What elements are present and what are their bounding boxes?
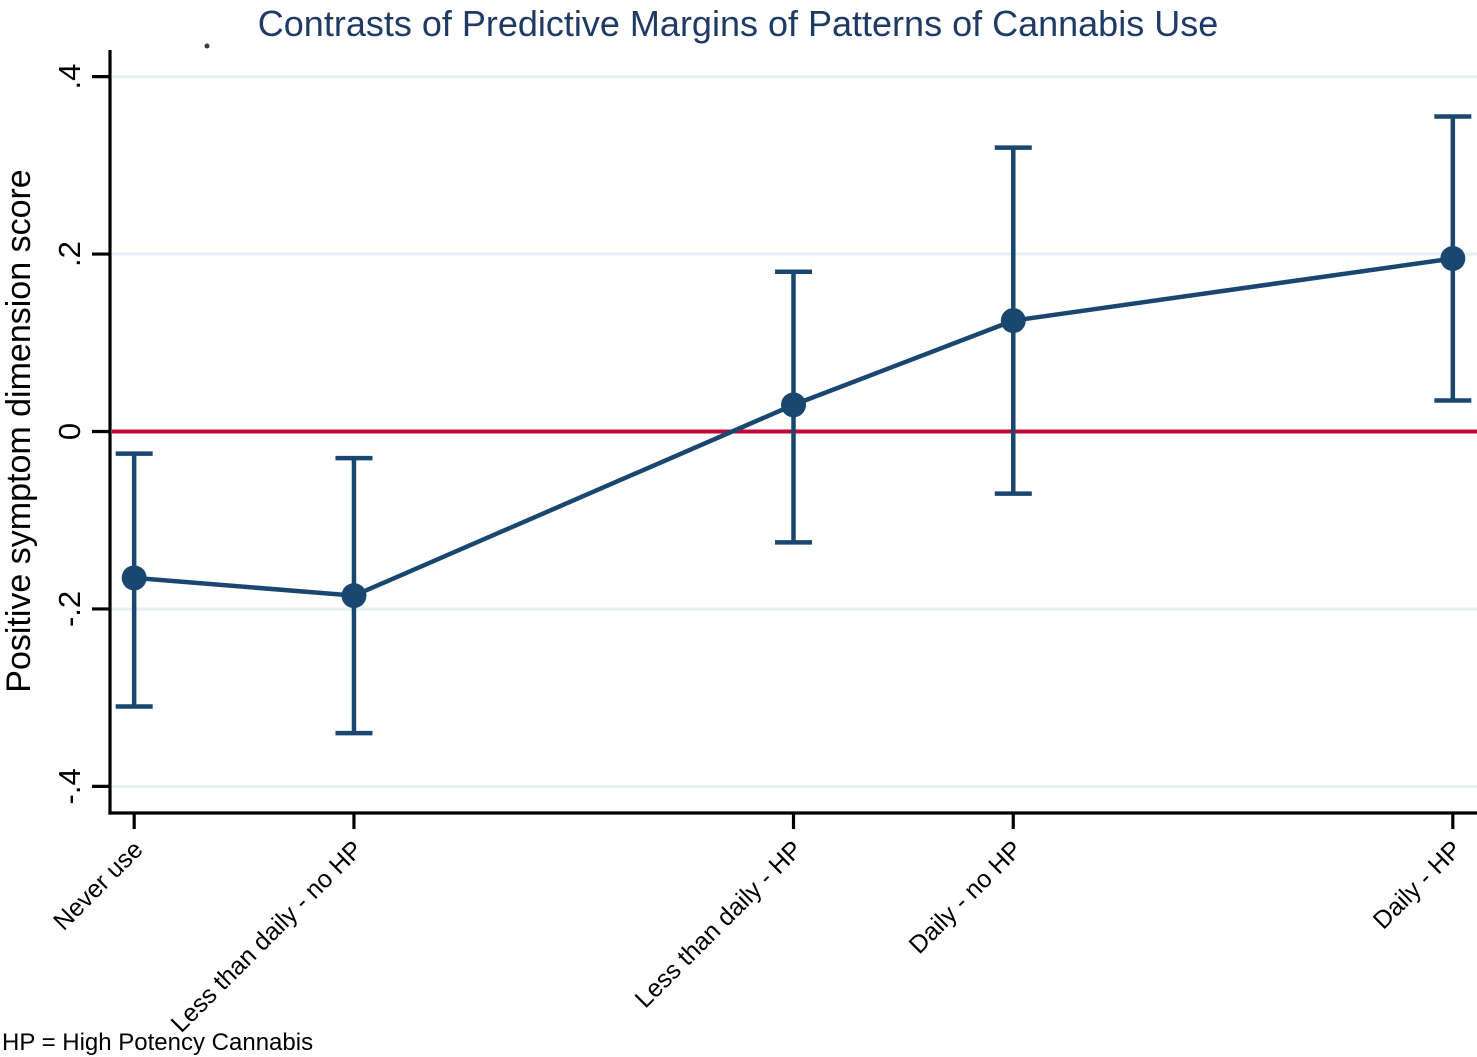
y-tick-label: -.4 xyxy=(52,768,87,804)
data-point xyxy=(1000,308,1026,334)
y-tick-label: -.2 xyxy=(52,591,87,627)
chart-title: Contrasts of Predictive Margins of Patte… xyxy=(258,3,1218,44)
data-point xyxy=(341,583,367,609)
series-layer xyxy=(115,114,1472,736)
x-tick-label: Daily - HP xyxy=(1368,835,1467,934)
y-tick-label: .2 xyxy=(52,241,87,267)
y-tick-label: 0 xyxy=(52,423,87,440)
subtitle-stray-dot xyxy=(204,43,210,49)
x-tick-label: Less than daily - HP xyxy=(630,835,808,1013)
data-point xyxy=(1440,245,1466,271)
x-tick-label: Daily - no HP xyxy=(904,835,1028,959)
chart-footnote: HP = High Potency Cannabis xyxy=(2,1029,313,1056)
data-point xyxy=(781,392,806,418)
y-tick-label: .4 xyxy=(52,64,87,90)
data-point xyxy=(121,565,147,591)
x-tick-label: Never use xyxy=(48,835,148,935)
y-axis-title: Positive symptom dimension score xyxy=(0,169,38,692)
x-tick-label: Less than daily - no HP xyxy=(166,835,369,1038)
axis-layer: .4 .2 0 -.2 -.4 Never use Less than daily - no… xyxy=(48,50,1477,1038)
